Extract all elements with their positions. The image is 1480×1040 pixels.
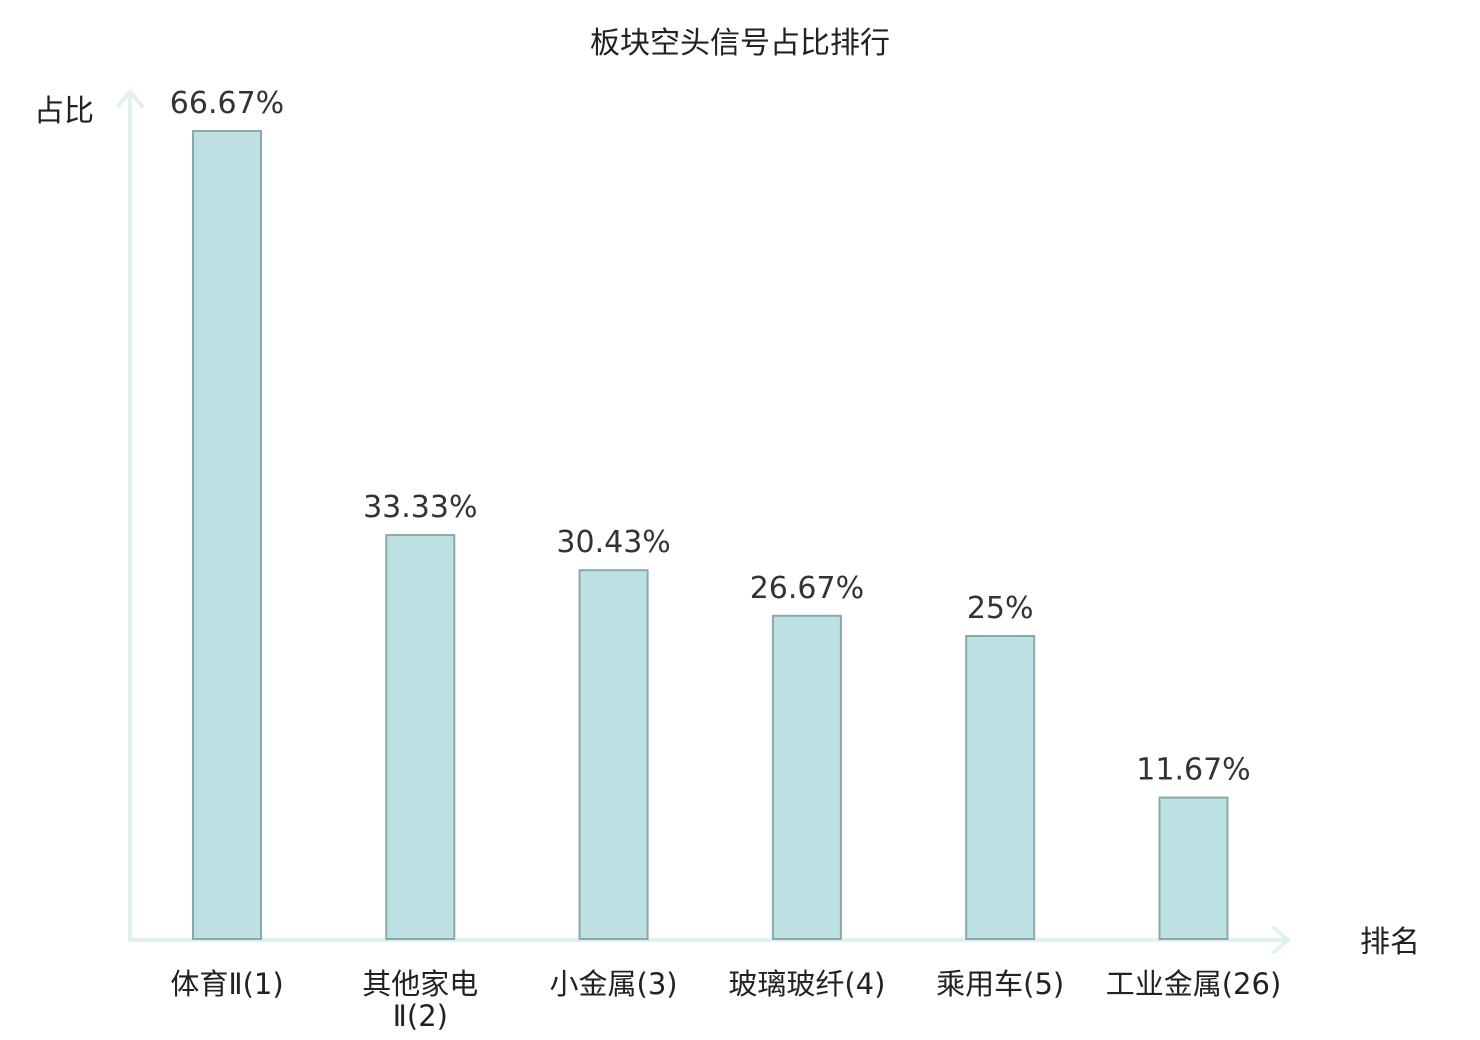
bar-1 (192, 130, 262, 940)
value-label-4: 26.67% (750, 571, 864, 606)
category-label-3: 小金属(3) (550, 967, 678, 1001)
value-label-3: 30.43% (556, 525, 670, 560)
bar-6 (1158, 796, 1229, 940)
y-axis (116, 90, 144, 942)
category-label-5: 乘用车(5) (936, 967, 1064, 1001)
bar-5 (965, 635, 1036, 940)
category-label-4: 玻璃玻纤(4) (728, 967, 885, 1001)
bar-2 (385, 534, 456, 940)
x-axis-label: 排名 (1360, 925, 1420, 960)
x-axis (128, 926, 1290, 954)
bar-4 (771, 614, 842, 940)
category-label-1: 体育Ⅱ(1) (170, 967, 283, 1001)
value-label-2: 33.33% (363, 490, 477, 525)
category-label-6: 工业金属(26) (1106, 967, 1282, 1001)
bar-3 (578, 569, 649, 940)
chart-title: 板块空头信号占比排行 (590, 26, 890, 61)
bars-group (192, 130, 1229, 940)
value-labels-group: 66.67% 33.33% 30.43% 26.67% 25% 11.67% (170, 86, 1251, 788)
category-label-2-line2: Ⅱ(2) (393, 999, 448, 1033)
value-label-5: 25% (967, 591, 1034, 626)
value-label-6: 11.67% (1136, 753, 1250, 788)
value-label-1: 66.67% (170, 86, 284, 121)
category-label-2: 其他家电 (362, 967, 478, 1001)
y-axis-label: 占比 (34, 94, 94, 129)
